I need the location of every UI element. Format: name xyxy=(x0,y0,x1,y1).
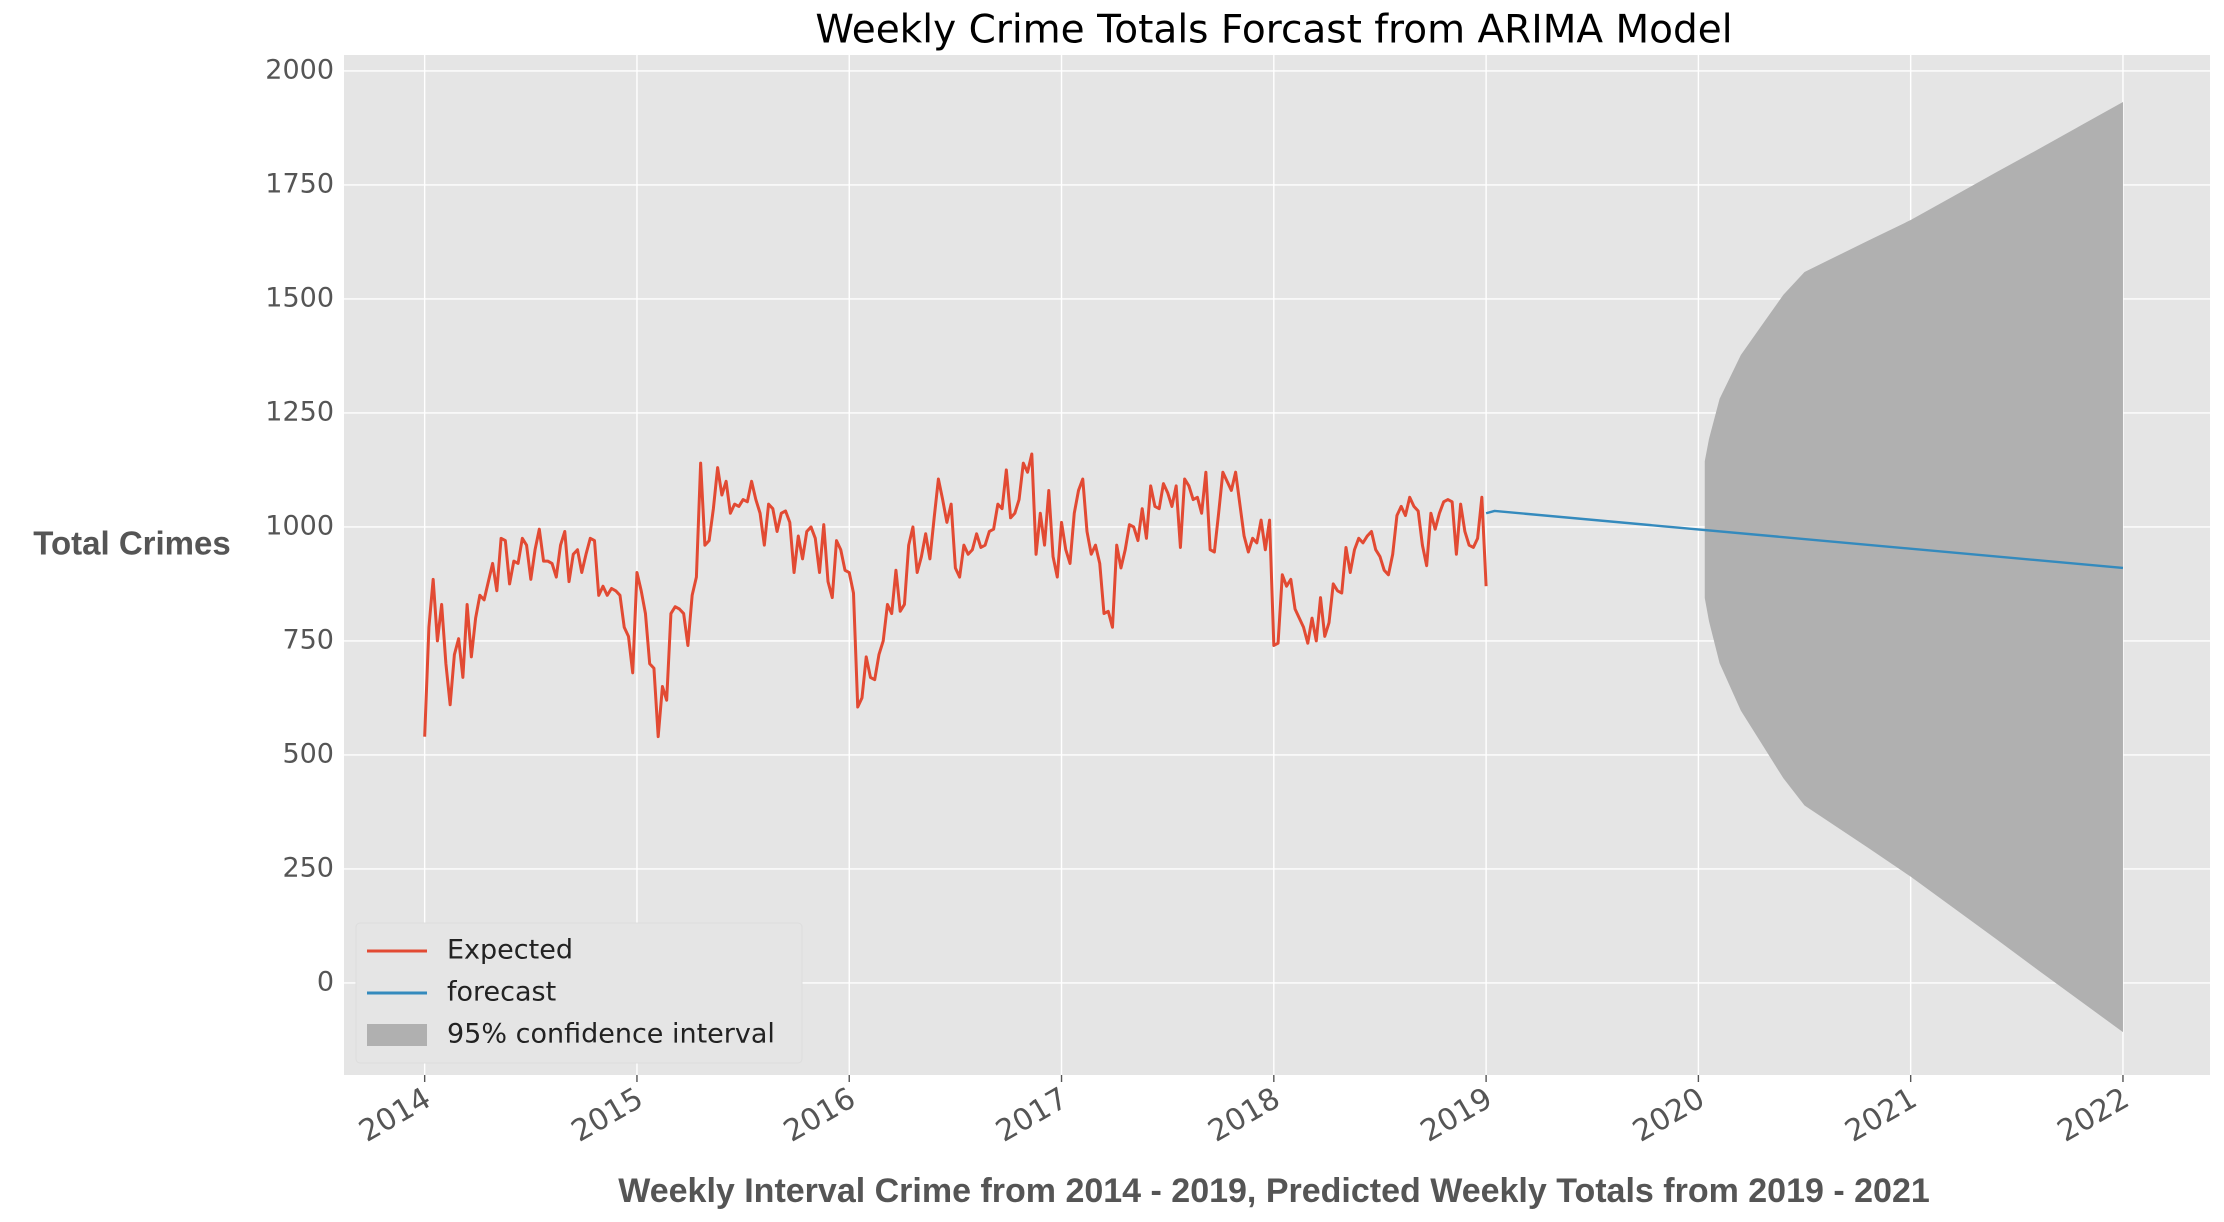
y-tick-label: 500 xyxy=(282,738,334,769)
x-tick-label: 2022 xyxy=(2052,1081,2136,1149)
y-tick-label: 1000 xyxy=(265,510,334,541)
x-tick-label: 2019 xyxy=(1415,1081,1499,1149)
series-line xyxy=(423,452,1488,739)
x-tick-label: 2016 xyxy=(778,1081,862,1149)
x-tick-label: 2014 xyxy=(353,1081,437,1149)
chart-title: Weekly Crime Totals Forcast from ARIMA M… xyxy=(815,8,1732,53)
y-tick-label: 750 xyxy=(282,624,334,655)
legend-frame xyxy=(355,922,803,1064)
series-line xyxy=(1485,509,2124,570)
x-tick-label: 2017 xyxy=(990,1081,1074,1149)
x-tick-label: 2020 xyxy=(1627,1081,1711,1149)
legend: Expected forecast 95% confidence interval xyxy=(355,922,803,1064)
y-tick-label: 250 xyxy=(282,852,334,883)
y-tick-label: 0 xyxy=(317,966,334,997)
x-axis-label: Weekly Interval Crime from 2014 - 2019, … xyxy=(618,1172,1930,1210)
confidence-band xyxy=(1704,101,2123,1033)
y-tick-label: 2000 xyxy=(265,54,334,85)
legend-label: Expected xyxy=(447,935,573,966)
y-axis-label: Total Crimes xyxy=(33,525,230,562)
x-tick-label: 2021 xyxy=(1839,1081,1923,1149)
y-tick-label: 1750 xyxy=(265,168,334,199)
y-tick-label: 1500 xyxy=(265,282,334,313)
legend-label: forecast xyxy=(447,977,556,1008)
legend-label: 95% confidence interval xyxy=(447,1019,775,1050)
legend-swatch xyxy=(367,1024,427,1046)
y-tick-label: 1250 xyxy=(265,396,334,427)
x-tick-label: 2018 xyxy=(1202,1081,1286,1149)
x-tick-label: 2015 xyxy=(566,1081,650,1149)
